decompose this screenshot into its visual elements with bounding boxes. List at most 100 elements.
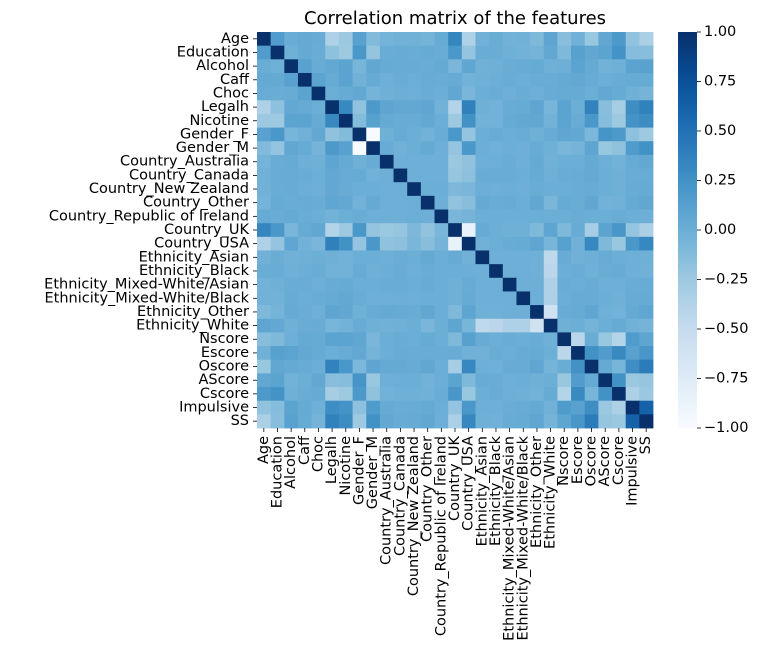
heatmap-cell-nscore--caff <box>297 332 313 347</box>
heatmap-cell-age--country-usa <box>461 32 476 47</box>
heatmap-cell-oscore--nicotine <box>338 359 353 374</box>
heatmap-cell-nicotine--ascore <box>598 113 613 128</box>
heatmap-cell-ascore--cscore <box>612 373 627 388</box>
heatmap-cell-impulsive--country-other <box>420 400 435 415</box>
heatmap-cell-ethnicity-asian--ss <box>639 250 654 265</box>
heatmap-cell-cscore--ethnicity-white <box>543 387 558 402</box>
heatmap-cell-country-republic-of-ireland--country-new-zealand <box>407 209 422 224</box>
heatmap-cell-gender-f--ss <box>639 127 654 142</box>
heatmap-cell-country-republic-of-ireland--country-uk <box>448 209 463 224</box>
y-tick-label-ethnicity-white: Ethnicity_White <box>136 318 249 334</box>
heatmap-cell-age--country-australia <box>379 32 394 47</box>
heatmap-cell-cscore--alcohol <box>284 387 299 402</box>
heatmap-cell-legalh--legalh <box>325 100 340 115</box>
heatmap-cell-gender-m--education <box>270 141 285 156</box>
x-tick-label-escore: Escore <box>570 436 586 484</box>
heatmap-cell-nicotine--country-canada <box>393 113 408 128</box>
heatmap-cell-education--ss <box>639 45 654 60</box>
heatmap-cell-alcohol--ascore <box>598 59 613 74</box>
heatmap-cell-ethnicity-mixed-white-black--ethnicity-black <box>489 291 504 306</box>
heatmap-cell-ethnicity-mixed-white-asian--ethnicity-other <box>530 277 545 292</box>
heatmap-cell-ss--ethnicity-black <box>489 414 504 429</box>
heatmap-cell-caff--nscore <box>557 72 572 88</box>
heatmap-cell-country-other--ascore <box>598 195 613 210</box>
colorbar-tick-label: 0.00 <box>704 222 736 238</box>
heatmap-cell-ethnicity-asian--ethnicity-other <box>530 250 545 265</box>
heatmap-cell-cscore--country-canada <box>393 387 408 402</box>
heatmap-cell-ethnicity-mixed-white-black--impulsive <box>625 291 640 306</box>
heatmap-cell-ethnicity-black--impulsive <box>625 264 640 279</box>
heatmap-cell-country-canada--legalh <box>325 168 340 183</box>
heatmap-cell-legalh--country-australia <box>379 100 394 115</box>
heatmap-cell-country-canada--ethnicity-other <box>530 168 545 183</box>
heatmap-cell-age--nicotine <box>338 32 353 47</box>
heatmap-cell-country-other--country-canada <box>393 195 408 210</box>
heatmap-cell-country-republic-of-ireland--oscore <box>584 209 599 224</box>
heatmap-cell-country-republic-of-ireland--ethnicity-white <box>543 209 558 224</box>
heatmap-cell-country-uk--alcohol <box>284 223 299 238</box>
heatmap-cell-country-uk--ethnicity-white <box>543 223 558 238</box>
heatmap-cell-country-usa--ethnicity-asian <box>475 236 490 251</box>
heatmap-cell-caff--cscore <box>612 72 627 88</box>
heatmap-cell-alcohol--gender-m <box>366 59 381 74</box>
heatmap-cell-country-other--escore <box>571 195 586 210</box>
y-tick-label-impulsive: Impulsive <box>179 400 249 416</box>
heatmap-cell-country-republic-of-ireland--ethnicity-mixed-white-asian <box>502 209 517 224</box>
heatmap-cell-country-uk--nicotine <box>338 223 353 238</box>
heatmap-cell-ascore--country-uk <box>448 373 463 388</box>
heatmap-cell-country-usa--choc <box>311 236 326 251</box>
heatmap-cell-ethnicity-mixed-white-black--gender-f <box>352 291 367 306</box>
heatmap-cell-oscore--gender-m <box>366 359 381 374</box>
y-tick-labels: AgeEducationAlcoholCaffChocLegalhNicotin… <box>44 31 257 429</box>
heatmap-cell-country-usa--country-new-zealand <box>407 236 422 251</box>
heatmap-cell-nscore--country-canada <box>393 332 408 347</box>
heatmap-cell-gender-f--ethnicity-black <box>489 127 504 142</box>
heatmap-cell-country-new-zealand--alcohol <box>284 182 299 197</box>
heatmap-cell-ascore--ethnicity-black <box>489 373 504 388</box>
heatmap-cell-ethnicity-black--nscore <box>557 264 572 279</box>
heatmap-cell-ethnicity-mixed-white-black--ethnicity-mixed-white-asian <box>502 291 517 306</box>
heatmap-cell-education--ethnicity-mixed-white-asian <box>502 45 517 60</box>
heatmap-cell-education--ascore <box>598 45 613 60</box>
heatmap-cell-choc--gender-m <box>366 86 381 101</box>
heatmap-cell-cscore--cscore <box>612 387 627 402</box>
heatmap-cell-age--age <box>257 32 272 47</box>
heatmap-cell-gender-m--ethnicity-other <box>530 141 545 156</box>
y-tick-label-caff: Caff <box>220 72 250 88</box>
heatmap-cell-ethnicity-black--gender-m <box>366 264 381 279</box>
heatmap-cell-ethnicity-white--ascore <box>598 318 613 333</box>
heatmap-cell-ethnicity-mixed-white-black--ss <box>639 291 654 306</box>
heatmap-cell-ethnicity-other--ethnicity-other <box>530 305 545 320</box>
heatmap-cell-escore--alcohol <box>284 346 299 361</box>
heatmap-cell-gender-m--ascore <box>598 141 613 156</box>
x-tick-label-country-new-zealand: Country_New Zealand <box>406 436 422 596</box>
heatmap-cell-choc--caff <box>297 86 313 101</box>
heatmap-cell-ascore--nscore <box>557 373 572 388</box>
heatmap-cell-ethnicity-black--country-other <box>420 264 435 279</box>
heatmap-cell-education--nicotine <box>338 45 353 60</box>
x-tick-label-nicotine: Nicotine <box>338 436 354 496</box>
heatmap-cell-oscore--ethnicity-black <box>489 359 504 374</box>
y-tick-label-escore: Escore <box>201 345 249 361</box>
heatmap-cell-nscore--country-new-zealand <box>407 332 422 347</box>
heatmap-cell-country-republic-of-ireland--gender-m <box>366 209 381 224</box>
heatmap-cell-ethnicity-mixed-white-black--country-uk <box>448 291 463 306</box>
heatmap-cell-country-australia--country-australia <box>379 154 394 169</box>
heatmap-cell-ethnicity-mixed-white-asian--oscore <box>584 277 599 292</box>
heatmap-cell-ascore--ss <box>639 373 654 388</box>
heatmap-cell-gender-f--gender-f <box>352 127 367 142</box>
heatmap-cell-legalh--ethnicity-white <box>543 100 558 115</box>
heatmap-cell-ethnicity-black--legalh <box>325 264 340 279</box>
heatmap-cell-ss--ss <box>639 414 654 429</box>
heatmap-cell-ethnicity-mixed-white-black--country-usa <box>461 291 476 306</box>
heatmap-cell-country-usa--legalh <box>325 236 340 251</box>
heatmap-cell-ethnicity-other--cscore <box>612 305 627 320</box>
heatmap-cell-caff--age <box>257 72 272 88</box>
heatmap-cell-escore--ethnicity-mixed-white-asian <box>502 346 517 361</box>
heatmap-cell-ethnicity-other--ethnicity-black <box>489 305 504 320</box>
heatmap-cell-nicotine--country-other <box>420 113 435 128</box>
heatmap-cell-ascore--country-canada <box>393 373 408 388</box>
y-tick-label-alcohol: Alcohol <box>196 58 249 74</box>
heatmap-cell-nicotine--impulsive <box>625 113 640 128</box>
heatmap-cell-oscore--impulsive <box>625 359 640 374</box>
